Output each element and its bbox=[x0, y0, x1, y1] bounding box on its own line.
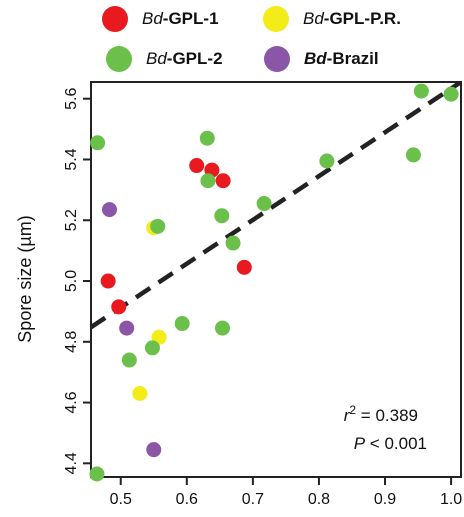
x-axis: 0.5 0.6 0.7 0.8 0.9 1.0 bbox=[110, 477, 462, 508]
y-tick-label: 5.4 bbox=[63, 148, 80, 170]
data-point-bd-gpl-2 bbox=[214, 320, 230, 336]
y-tick-label: 4.4 bbox=[63, 452, 80, 474]
data-point-bd-gpl-2 bbox=[214, 208, 230, 224]
plot-frame bbox=[90, 81, 462, 478]
data-point-bd-gpl-1 bbox=[215, 173, 231, 189]
data-point-bd-gpl-2 bbox=[225, 235, 241, 251]
y-axis-title: Spore size (µm) bbox=[15, 215, 35, 342]
legend-item-gplpr: Bd-GPL-P.R. bbox=[263, 4, 401, 34]
y-tick-label: 5.0 bbox=[63, 270, 80, 292]
data-point-bd-gpl-1 bbox=[100, 273, 116, 289]
p-value-annotation: P < 0.001 bbox=[354, 434, 427, 453]
x-tick-label: 0.6 bbox=[176, 491, 198, 508]
data-point-bd-gpl-2 bbox=[405, 147, 421, 163]
legend-label-brazil: Bd-Brazil bbox=[304, 49, 379, 68]
data-point-bd-brazil bbox=[102, 202, 117, 218]
x-tick-label: 0.7 bbox=[242, 491, 264, 508]
data-point-bd-gpl-2 bbox=[121, 352, 137, 368]
x-tick-label: 1.0 bbox=[440, 491, 462, 508]
data-point-bd-gpl-2 bbox=[199, 130, 215, 146]
legend-label-gpl2: Bd-GPL-2 bbox=[146, 49, 223, 68]
data-point-bd-gpl-2 bbox=[319, 153, 335, 169]
y-tick-label: 5.6 bbox=[63, 87, 80, 109]
x-tick-label: 0.5 bbox=[110, 491, 132, 508]
legend-swatch-gpl1 bbox=[102, 6, 128, 32]
data-point-bd-brazil bbox=[146, 442, 162, 458]
legend-label-gpl1: Bd-GPL-1 bbox=[142, 9, 219, 28]
data-point-bd-gpl-1 bbox=[236, 259, 252, 275]
y-axis: 4.4 4.6 4.8 5.0 5.2 5.4 5.6 bbox=[63, 87, 91, 474]
legend-item-gpl1: Bd-GPL-1 bbox=[102, 4, 219, 34]
data-point-bd-gpl-2 bbox=[200, 173, 216, 189]
y-tick-label: 5.2 bbox=[63, 209, 80, 231]
y-tick-label: 4.8 bbox=[63, 331, 80, 353]
data-point-bd-gpl-2 bbox=[90, 135, 106, 151]
data-point-bd-gpl-2 bbox=[256, 196, 272, 212]
x-tick-label: 0.8 bbox=[308, 491, 330, 508]
legend-item-brazil: Bd-Brazil bbox=[264, 44, 379, 74]
data-point-bd-gpl-2 bbox=[89, 466, 105, 482]
x-tick-label: 0.9 bbox=[374, 491, 396, 508]
data-point-bd-gpl-2 bbox=[150, 218, 166, 234]
data-point-bd-gpl-2 bbox=[443, 86, 459, 102]
data-point-bd-gpl-2 bbox=[144, 340, 160, 356]
y-tick-label: 4.6 bbox=[63, 391, 80, 413]
legend-swatch-gpl2 bbox=[106, 46, 132, 72]
data-point-bd-brazil bbox=[119, 320, 135, 336]
data-point-bd-gpl-1 bbox=[189, 158, 205, 174]
legend-swatch-gplpr bbox=[263, 6, 289, 32]
regression-line bbox=[91, 82, 461, 330]
data-point-bd-gpl-2 bbox=[174, 316, 190, 332]
data-point-bd-gpl-p-r- bbox=[132, 385, 148, 401]
legend-item-gpl2: Bd-GPL-2 bbox=[106, 44, 223, 74]
data-point-bd-gpl-2 bbox=[413, 83, 429, 99]
data-point-bd-gpl-1 bbox=[111, 299, 127, 315]
r-squared-annotation: r2 = 0.389 bbox=[344, 403, 418, 425]
data-points bbox=[89, 83, 459, 482]
legend-label-gplpr: Bd-GPL-P.R. bbox=[303, 9, 401, 28]
legend-swatch-brazil bbox=[264, 46, 290, 72]
